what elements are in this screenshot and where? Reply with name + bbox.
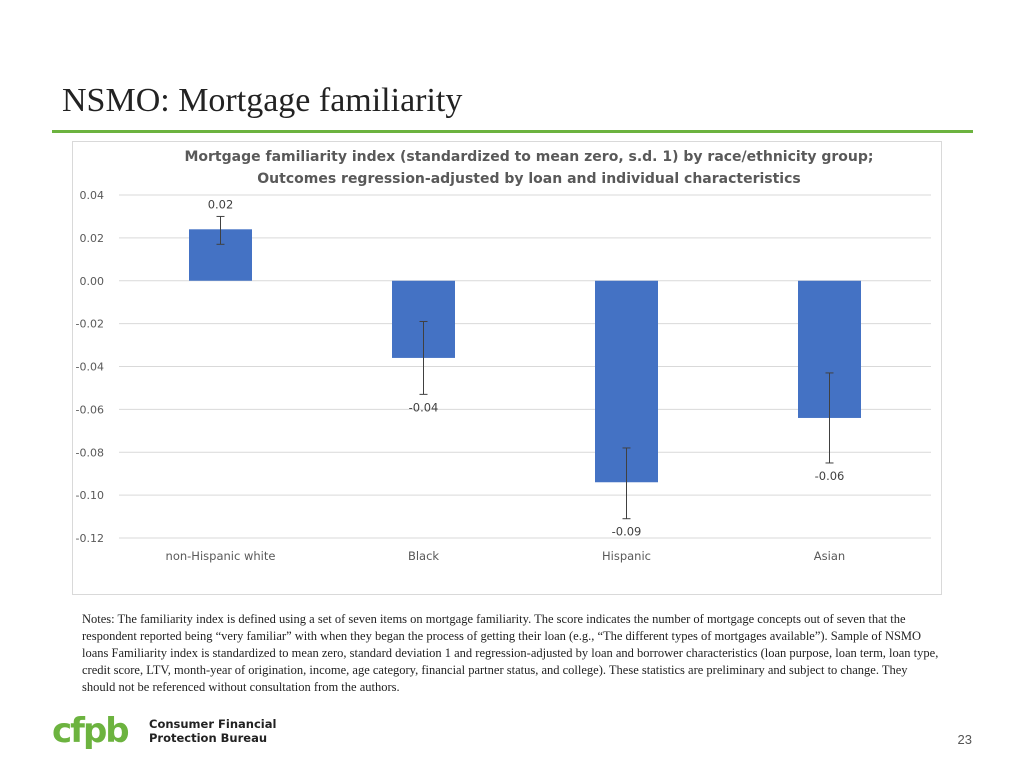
x-axis-ticks: non-Hispanic white Black Hispanic Asian [166,549,846,563]
data-labels: 0.02 -0.04 -0.09 -0.06 [208,197,845,538]
cfpb-logo-line-2: Protection Bureau [149,731,267,745]
y-tick-label: 0.04 [80,189,105,202]
y-tick-label: 0.02 [80,232,105,245]
slide-title: NSMO: Mortgage familiarity [62,82,463,119]
cfpb-logo-line-1: Consumer Financial [149,717,276,731]
x-tick-label: Hispanic [602,549,651,563]
title-divider [52,130,973,133]
data-label: 0.02 [208,197,234,211]
chart-title-line-2: Outcomes regression-adjusted by loan and… [257,171,800,187]
y-axis-ticks: 0.04 0.02 0.00 -0.02 -0.04 -0.06 -0.08 -0.10 -0.… [76,189,104,545]
y-tick-label: -0.08 [76,446,104,459]
cfpb-logo: cfpb Consumer Financial Protection Burea… [52,713,276,749]
error-bars [216,215,834,520]
data-label: -0.09 [612,525,642,539]
footnote-text: Notes: The familiarity index is defined … [82,612,939,694]
data-label: -0.04 [409,400,439,414]
y-tick-label: 0.00 [80,275,105,288]
y-tick-label: -0.06 [76,403,104,416]
chart-container: Mortgage familiarity index (standardized… [72,141,942,595]
x-tick-label: Asian [814,549,845,563]
chart-title-line-1: Mortgage familiarity index (standardized… [184,149,873,165]
y-tick-label: -0.10 [76,489,104,502]
cfpb-logo-mark: cfpb [52,713,128,749]
y-tick-label: -0.02 [76,318,104,331]
y-tick-label: -0.04 [76,361,104,374]
gridlines [119,194,931,539]
y-tick-label: -0.12 [76,532,104,545]
data-label: -0.06 [815,469,845,483]
x-tick-label: Black [408,549,439,563]
bars [189,229,861,483]
page-number: 23 [957,732,972,747]
bar-chart: Mortgage familiarity index (standardized… [76,149,931,563]
x-tick-label: non-Hispanic white [166,549,276,563]
